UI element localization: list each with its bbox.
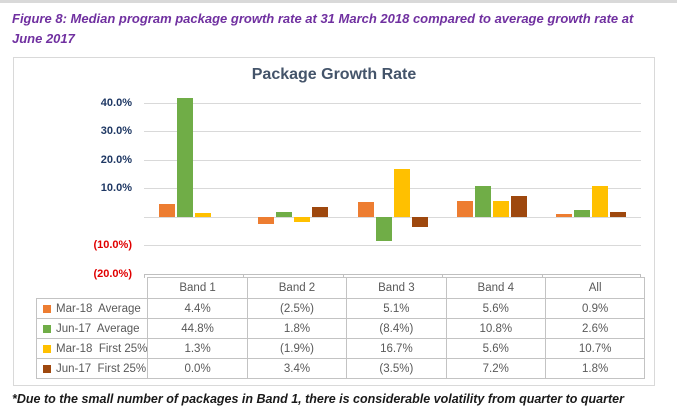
chart-area: Package Growth Rate 40.0% 30.0% 20.0% 10.0%… — [13, 57, 655, 386]
value-cell: (3.5%) — [346, 358, 447, 379]
bar-mar-18-average-band-4 — [456, 201, 473, 217]
bar-mar-18-average-all — [556, 214, 573, 217]
column-header: All — [544, 277, 646, 299]
gridline — [144, 245, 641, 247]
series-name: Jun-17 Average — [56, 322, 140, 335]
table-row: Mar-18 First 25% 1.3% (1.9%) 16.7% 5.6% 10.7% — [35, 338, 646, 359]
bar-jun-17-first-25%-band-3 — [411, 216, 428, 227]
value-cell: 44.8% — [147, 318, 248, 339]
gridline — [144, 159, 641, 161]
gridline — [144, 102, 641, 104]
bar-jun-17-average-band-4 — [474, 186, 491, 217]
table-corner-blank — [37, 278, 148, 299]
table-row: Mar-18 Average 4.4% (2.5%) 5.1% 5.6% 0.9% — [35, 298, 646, 319]
x-axis-tick — [541, 274, 543, 278]
x-axis-tick — [640, 274, 641, 278]
bars-layer — [144, 98, 641, 274]
bar-mar-18-first-25%-band-1 — [194, 213, 211, 217]
value-cell: 2.6% — [544, 318, 646, 339]
bar-mar-18-average-band-3 — [357, 202, 374, 217]
value-cell: 3.4% — [246, 358, 348, 379]
page-top-divider — [0, 0, 677, 3]
table-row: Jun-17 First 25% 0.0% 3.4% (3.5%) 7.2% 1.8% — [35, 358, 646, 379]
value-cell: 16.7% — [346, 338, 447, 359]
plot-area — [144, 98, 641, 278]
legend-cell: Mar-18 Average — [35, 298, 149, 319]
column-header: Band 1 — [147, 277, 248, 299]
bar-mar-18-average-band-1 — [158, 204, 175, 217]
bar-mar-18-first-25%-band-3 — [393, 169, 410, 217]
gridline — [144, 216, 641, 218]
value-cell: 0.9% — [544, 298, 646, 319]
figure-caption-line1: Figure 8: Median program package growth … — [12, 11, 634, 26]
legend-swatch-icon — [43, 344, 51, 353]
value-cell: (2.5%) — [246, 298, 348, 319]
value-cell: (1.9%) — [246, 338, 348, 359]
value-cell: 7.2% — [445, 358, 546, 379]
table-header-row: Band 1 Band 2 Band 3 Band 4 All — [37, 277, 646, 299]
bar-jun-17-first-25%-band-4 — [510, 196, 527, 217]
y-tick-label: 20.0% — [100, 153, 132, 166]
value-cell: 10.8% — [445, 318, 546, 339]
series-name: Mar-18 Average — [56, 302, 141, 315]
chart-data-table: Band 1 Band 2 Band 3 Band 4 All Mar-18 Averag… — [35, 277, 646, 379]
value-cell: 4.4% — [147, 298, 248, 319]
bar-mar-18-first-25%-band-4 — [492, 201, 509, 217]
bar-mar-18-first-25%-band-2 — [294, 216, 311, 223]
gridline — [144, 188, 641, 190]
value-cell: 1.3% — [147, 338, 248, 359]
x-axis-tick — [342, 274, 344, 278]
y-axis-labels: 40.0% 30.0% 20.0% 10.0% (10.0%) (20.0%) — [14, 97, 138, 280]
bar-jun-17-average-band-2 — [276, 211, 293, 217]
bar-jun-17-average-band-3 — [375, 216, 392, 241]
value-cell: 1.8% — [544, 358, 646, 379]
bar-jun-17-average-all — [574, 209, 591, 217]
x-axis-tick — [243, 274, 245, 278]
y-tick-label: (20.0%) — [93, 268, 132, 280]
gridline — [144, 131, 641, 133]
value-cell: 5.6% — [445, 298, 546, 319]
bar-mar-18-average-band-2 — [258, 216, 275, 225]
figure-caption-line2: June 2017 — [12, 31, 75, 46]
column-header: Band 2 — [246, 277, 348, 299]
table-row: Jun-17 Average 44.8% 1.8% (8.4%) 10.8% 2.6% — [35, 318, 646, 339]
figure-caption: Figure 8: Median program package growth … — [12, 9, 667, 49]
legend-cell: Jun-17 First 25% — [35, 358, 149, 379]
value-cell: 1.8% — [246, 318, 348, 339]
legend-cell: Jun-17 Average — [35, 318, 149, 339]
bar-jun-17-first-25%-band-2 — [312, 207, 329, 217]
legend-swatch-icon — [43, 364, 51, 373]
bar-mar-18-first-25%-all — [592, 186, 609, 217]
value-cell: 10.7% — [544, 338, 646, 359]
bar-jun-17-average-band-1 — [176, 98, 193, 217]
series-name: Jun-17 First 25% — [56, 362, 147, 375]
value-cell: 0.0% — [147, 358, 248, 379]
legend-swatch-icon — [43, 304, 51, 313]
y-tick-label: (10.0%) — [93, 239, 132, 252]
column-header: Band 4 — [445, 277, 546, 299]
x-axis-tick — [442, 274, 444, 278]
x-axis-line — [144, 274, 641, 275]
bar-jun-17-first-25%-all — [610, 211, 627, 217]
value-cell: 5.1% — [346, 298, 447, 319]
value-cell: (8.4%) — [346, 318, 447, 339]
y-tick-label: 30.0% — [100, 125, 132, 138]
x-axis-tick — [144, 274, 145, 278]
y-tick-label: 40.0% — [100, 97, 132, 109]
y-tick-label: 10.0% — [100, 182, 132, 195]
footnote: *Due to the small number of packages in … — [12, 392, 624, 406]
value-cell: 5.6% — [445, 338, 546, 359]
column-header: Band 3 — [346, 277, 447, 299]
legend-cell: Mar-18 First 25% — [35, 338, 149, 359]
legend-swatch-icon — [43, 324, 51, 333]
series-name: Mar-18 First 25% — [56, 342, 148, 355]
chart-title: Package Growth Rate — [251, 66, 417, 83]
